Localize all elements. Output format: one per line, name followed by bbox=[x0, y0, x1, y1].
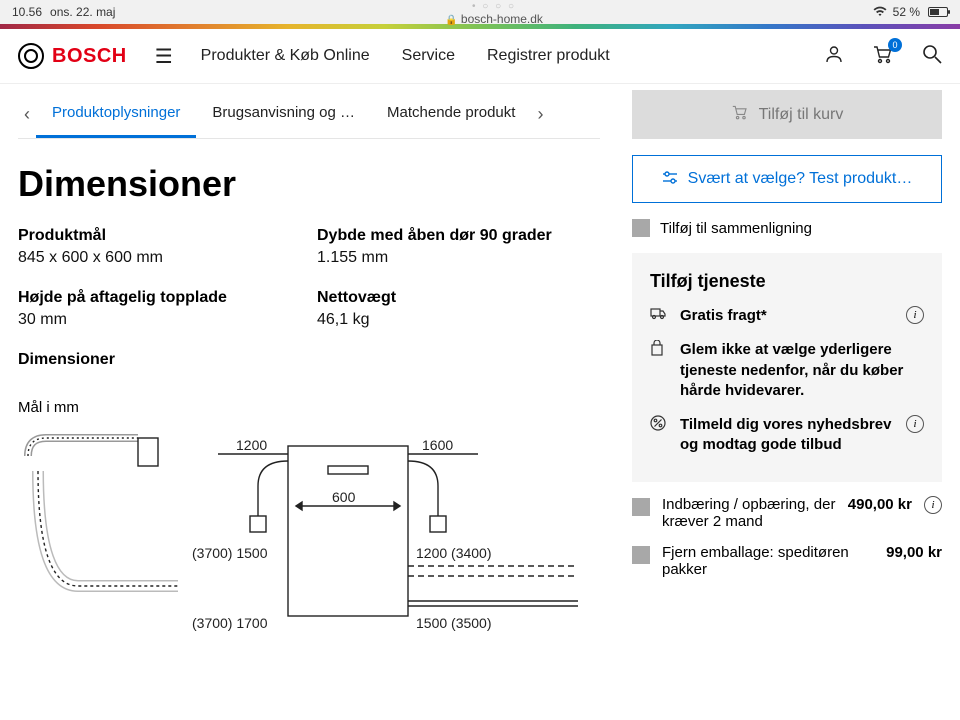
top-nav: BOSCH ☰ Produkter & Køb Online Service R… bbox=[0, 29, 960, 84]
menu-icon[interactable]: ☰ bbox=[155, 44, 173, 69]
tab-dots: • ○ ○ ○ bbox=[472, 1, 516, 12]
compare-toggle[interactable]: Tilføj til sammenligning bbox=[632, 219, 942, 237]
spec-item: Dybde med åben dør 90 grader 1.155 mm bbox=[317, 227, 600, 267]
cart-icon[interactable]: 0 bbox=[872, 44, 894, 69]
truck-icon bbox=[650, 306, 668, 324]
wifi-icon bbox=[873, 5, 887, 20]
addon-price: 490,00 kr bbox=[848, 496, 912, 513]
service-text: Gratis fragt* bbox=[680, 306, 894, 326]
spec-grid: Produktmål 845 x 600 x 600 mm Dybde med … bbox=[18, 227, 600, 373]
tab-matching[interactable]: Matchende produkt bbox=[371, 90, 531, 138]
dim-1500-3500: 1500 (3500) bbox=[416, 615, 492, 631]
bosch-logo-icon bbox=[18, 43, 44, 69]
cart-outline-icon bbox=[731, 104, 749, 125]
add-to-cart-label: Tilføj til kurv bbox=[759, 106, 844, 124]
info-icon[interactable]: i bbox=[924, 496, 942, 514]
spec-label: Højde på aftagelig topplade bbox=[18, 289, 301, 307]
help-choose-button[interactable]: Svært at vælge? Test produkt… bbox=[632, 155, 942, 203]
bag-icon bbox=[650, 340, 668, 360]
dim-600: 600 bbox=[332, 489, 356, 505]
dim-1200: 1200 bbox=[236, 437, 267, 453]
status-time: 10.56 bbox=[12, 5, 42, 19]
info-icon[interactable]: i bbox=[906, 306, 924, 324]
addon-checkbox[interactable] bbox=[632, 498, 650, 516]
sidebar: Tilføj til kurv Svært at vælge? Test pro… bbox=[632, 84, 942, 651]
tabs-prev-icon[interactable]: ‹ bbox=[18, 104, 36, 125]
tab-product-info[interactable]: Produktoplysninger bbox=[36, 90, 196, 138]
spec-item: Nettovægt 46,1 kg bbox=[317, 289, 600, 329]
addon-label: Fjern emballage: speditøren pakker bbox=[662, 544, 874, 578]
service-row: Tilmeld dig vores nyhedsbrev og modtag g… bbox=[650, 415, 924, 456]
addon-row[interactable]: Indbæring / opbæring, der kræver 2 mand … bbox=[632, 496, 942, 530]
cart-badge: 0 bbox=[888, 38, 902, 52]
tab-manual[interactable]: Brugsanvisning og … bbox=[196, 90, 371, 138]
spec-label: Nettovægt bbox=[317, 289, 600, 307]
info-icon[interactable]: i bbox=[906, 415, 924, 433]
nav-products[interactable]: Produkter & Køb Online bbox=[201, 47, 370, 65]
spec-value: 1.155 mm bbox=[317, 249, 600, 267]
nav-service[interactable]: Service bbox=[402, 47, 455, 65]
nav-register[interactable]: Registrer produkt bbox=[487, 47, 610, 65]
spec-item: Højde på aftagelig topplade 30 mm bbox=[18, 289, 301, 329]
compare-checkbox[interactable] bbox=[632, 219, 650, 237]
status-date: ons. 22. maj bbox=[50, 5, 115, 19]
addon-label: Indbæring / opbæring, der kræver 2 mand bbox=[662, 496, 836, 530]
bosch-logo[interactable]: BOSCH bbox=[18, 43, 127, 69]
spec-item: Produktmål 845 x 600 x 600 mm bbox=[18, 227, 301, 267]
nav-links: Produkter & Køb Online Service Registrer… bbox=[201, 47, 610, 65]
compare-label: Tilføj til sammenligning bbox=[660, 220, 812, 237]
diagram-title: Mål i mm bbox=[18, 399, 600, 416]
dimensions-diagram: 1200 1600 600 (3700) 1500 1200 (3400) (3… bbox=[18, 426, 598, 646]
main-column: ‹ Produktoplysninger Brugsanvisning og …… bbox=[18, 84, 600, 651]
service-row: Glem ikke at vælge yderligere tjeneste n… bbox=[650, 340, 924, 401]
spec-item: Dimensioner bbox=[18, 351, 301, 373]
service-panel: Tilføj tjeneste Gratis fragt* i Glem ikk… bbox=[632, 253, 942, 482]
help-choose-label: Svært at vælge? Test produkt… bbox=[688, 170, 913, 188]
battery-icon bbox=[928, 7, 948, 17]
service-title: Tilføj tjeneste bbox=[650, 271, 924, 292]
service-row: Gratis fragt* i bbox=[650, 306, 924, 326]
percent-icon bbox=[650, 415, 668, 435]
lock-icon: 🔒 bbox=[445, 15, 457, 26]
spec-label: Produktmål bbox=[18, 227, 301, 245]
dim-3700-1500: (3700) 1500 bbox=[192, 545, 268, 561]
service-text: Tilmeld dig vores nyhedsbrev og modtag g… bbox=[680, 415, 894, 456]
spec-value: 845 x 600 x 600 mm bbox=[18, 249, 301, 267]
spec-label: Dybde med åben dør 90 grader bbox=[317, 227, 600, 245]
add-to-cart-button[interactable]: Tilføj til kurv bbox=[632, 90, 942, 139]
tabs-next-icon[interactable]: › bbox=[531, 104, 549, 125]
bosch-logo-text: BOSCH bbox=[52, 45, 127, 68]
sliders-icon bbox=[662, 171, 678, 188]
addon-row[interactable]: Fjern emballage: speditøren pakker 99,00… bbox=[632, 544, 942, 578]
dim-1200-3400: 1200 (3400) bbox=[416, 545, 492, 561]
dim-1600: 1600 bbox=[422, 437, 453, 453]
spec-value: 30 mm bbox=[18, 311, 301, 329]
dim-3700-1700: (3700) 1700 bbox=[192, 615, 268, 631]
spec-label: Dimensioner bbox=[18, 351, 301, 369]
addon-checkbox[interactable] bbox=[632, 546, 650, 564]
service-text: Glem ikke at vælge yderligere tjeneste n… bbox=[680, 340, 924, 401]
page-title: Dimensioner bbox=[18, 163, 600, 205]
spec-value: 46,1 kg bbox=[317, 311, 600, 329]
product-tabs: ‹ Produktoplysninger Brugsanvisning og …… bbox=[18, 90, 600, 139]
ios-statusbar: 10.56 ons. 22. maj • ○ ○ ○ 🔒 bosch-home.… bbox=[0, 0, 960, 24]
addon-price: 99,00 kr bbox=[886, 544, 942, 561]
account-icon[interactable] bbox=[824, 44, 844, 69]
battery-percent: 52 % bbox=[893, 5, 920, 19]
browser-url: bosch-home.dk bbox=[461, 12, 543, 26]
search-icon[interactable] bbox=[922, 44, 942, 69]
